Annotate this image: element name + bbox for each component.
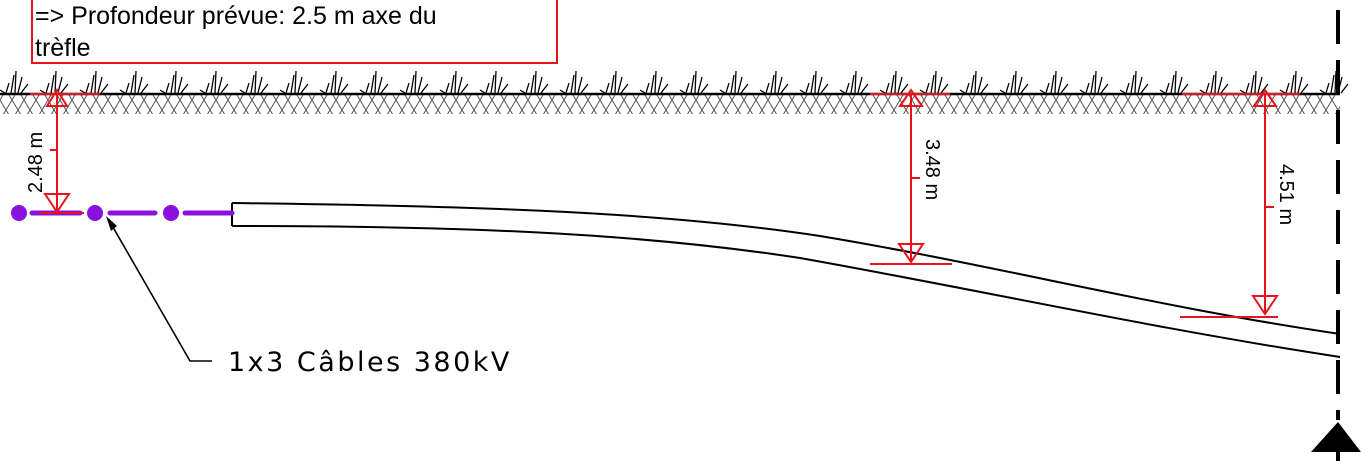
grass-tuft	[640, 71, 668, 93]
grass-tuft	[200, 71, 228, 93]
cable-leader	[106, 216, 212, 361]
grass-tuft	[440, 71, 468, 93]
depth-note-line-2: trèfle	[35, 32, 550, 64]
grass-tuft	[1240, 71, 1268, 93]
grass-tuft	[80, 71, 108, 93]
grass-tuft	[520, 71, 548, 93]
grass-tuft	[600, 71, 628, 93]
cable-tunnel	[232, 203, 1340, 357]
grass-tuft	[960, 71, 988, 93]
grass-tuft	[840, 71, 868, 93]
grass-tuft	[920, 71, 948, 93]
dimension-3-label: 4.51 m	[1275, 164, 1297, 225]
dimension-2-label: 3.48 m	[921, 139, 943, 200]
cable-node	[163, 205, 179, 221]
grass-tuft	[0, 71, 28, 93]
soil-hatch	[0, 94, 1340, 114]
dimension-1-label: 2.48 m	[25, 132, 47, 193]
tunnel-top-edge	[232, 203, 1340, 334]
grass-tuft	[480, 71, 508, 93]
depth-note-line-1: => Profondeur prévue: 2.5 m axe du	[35, 0, 550, 32]
grass-tuft	[1280, 71, 1308, 93]
cable-node	[11, 205, 27, 221]
grass-tuft	[1120, 71, 1148, 93]
grass-tufts	[0, 71, 1348, 93]
grass-tuft	[800, 71, 828, 93]
grass-tuft	[400, 71, 428, 93]
grass-tuft	[1200, 71, 1228, 93]
grass-tuft	[1320, 71, 1348, 93]
grass-tuft	[280, 71, 308, 93]
grass-tuft	[320, 71, 348, 93]
grass-tuft	[720, 71, 748, 93]
grass-tuft	[360, 71, 388, 93]
grass-tuft	[1080, 71, 1108, 93]
grass-tuft	[680, 71, 708, 93]
grass-tuft	[880, 71, 908, 93]
grass-tuft	[160, 71, 188, 93]
grass-tuft	[240, 71, 268, 93]
leader-arrowhead-icon	[106, 216, 117, 231]
section-arrow-icon	[1311, 422, 1361, 452]
depth-note-box: => Profondeur prévue: 2.5 m axe du trèfl…	[31, 0, 558, 64]
grass-tuft	[1040, 71, 1068, 93]
cable-node	[87, 205, 103, 221]
grass-tuft	[560, 71, 588, 93]
grass-tuft	[1000, 71, 1028, 93]
grass-tuft	[760, 71, 788, 93]
cable-label: 1x3 Câbles 380kV	[228, 347, 512, 378]
grass-tuft	[120, 71, 148, 93]
grass-tuft	[40, 71, 68, 93]
tunnel-bottom-edge	[232, 226, 1340, 357]
grass-tuft	[1160, 71, 1188, 93]
